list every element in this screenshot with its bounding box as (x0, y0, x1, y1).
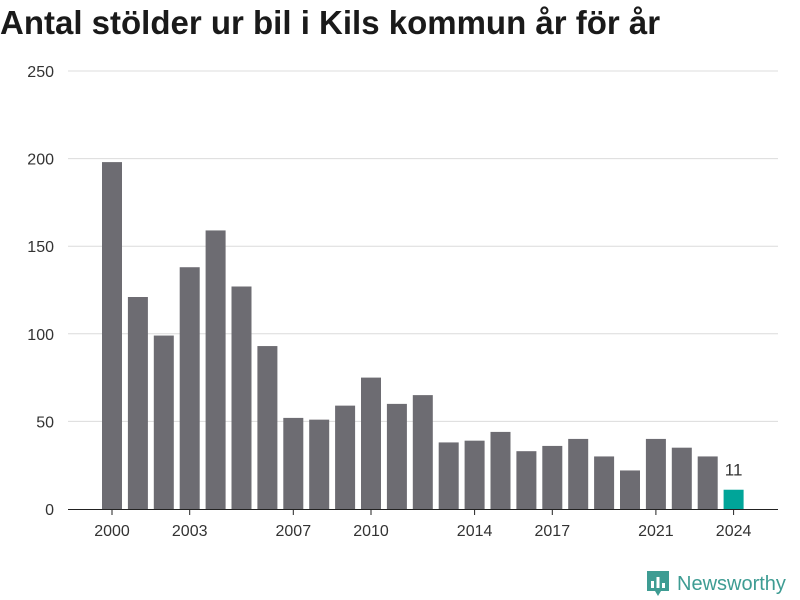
x-tick-label: 2007 (276, 523, 312, 540)
bar (205, 230, 226, 509)
bar (516, 451, 537, 509)
x-tick-label: 2000 (94, 523, 130, 540)
y-tick-label: 250 (27, 64, 54, 81)
x-tick-label: 2014 (457, 523, 493, 540)
bar (594, 456, 615, 509)
y-tick-label: 200 (27, 152, 54, 169)
bar (102, 162, 122, 509)
x-tick-label: 2003 (172, 523, 208, 540)
bar (361, 377, 381, 509)
bar (127, 297, 148, 509)
bar (697, 456, 718, 509)
bar (257, 346, 278, 509)
data-label: 11 (725, 461, 743, 480)
x-tick-label: 2021 (638, 523, 674, 540)
y-axis-ticks: 0 50 100 150 200 250 (27, 64, 54, 519)
bar (309, 419, 330, 509)
x-tick-label: 2010 (353, 523, 389, 540)
bar (179, 267, 200, 509)
bar (412, 395, 433, 509)
bar (645, 438, 666, 509)
bar (490, 431, 511, 509)
y-tick-label: 50 (36, 414, 54, 431)
bar (464, 440, 485, 509)
bar (671, 447, 692, 509)
x-tick-label: 2024 (716, 523, 752, 540)
bar (231, 286, 252, 509)
annotations: 11 (725, 461, 743, 480)
bar (438, 442, 459, 509)
newsworthy-brand: Newsworthy (645, 569, 786, 599)
bar (568, 438, 589, 509)
bar (542, 445, 563, 509)
bar (153, 335, 174, 509)
chart-title: Antal stölder ur bil i Kils kommun år fö… (0, 4, 661, 41)
bar (723, 489, 744, 509)
bar (386, 403, 407, 509)
y-tick-label: 0 (45, 502, 54, 519)
bar (335, 405, 356, 509)
y-tick-label: 100 (27, 327, 54, 344)
gridlines (68, 70, 778, 422)
bars (68, 162, 778, 510)
brand-name: Newsworthy (677, 572, 786, 595)
x-tick-label: 2017 (535, 523, 571, 540)
bar (283, 417, 304, 509)
x-axis-ticks: 2000 2003 2007 2010 2014 2017 2021 2024 (94, 509, 751, 540)
bar (620, 470, 640, 509)
y-tick-label: 150 (27, 239, 54, 256)
bar-chart-logo-icon (647, 571, 669, 596)
